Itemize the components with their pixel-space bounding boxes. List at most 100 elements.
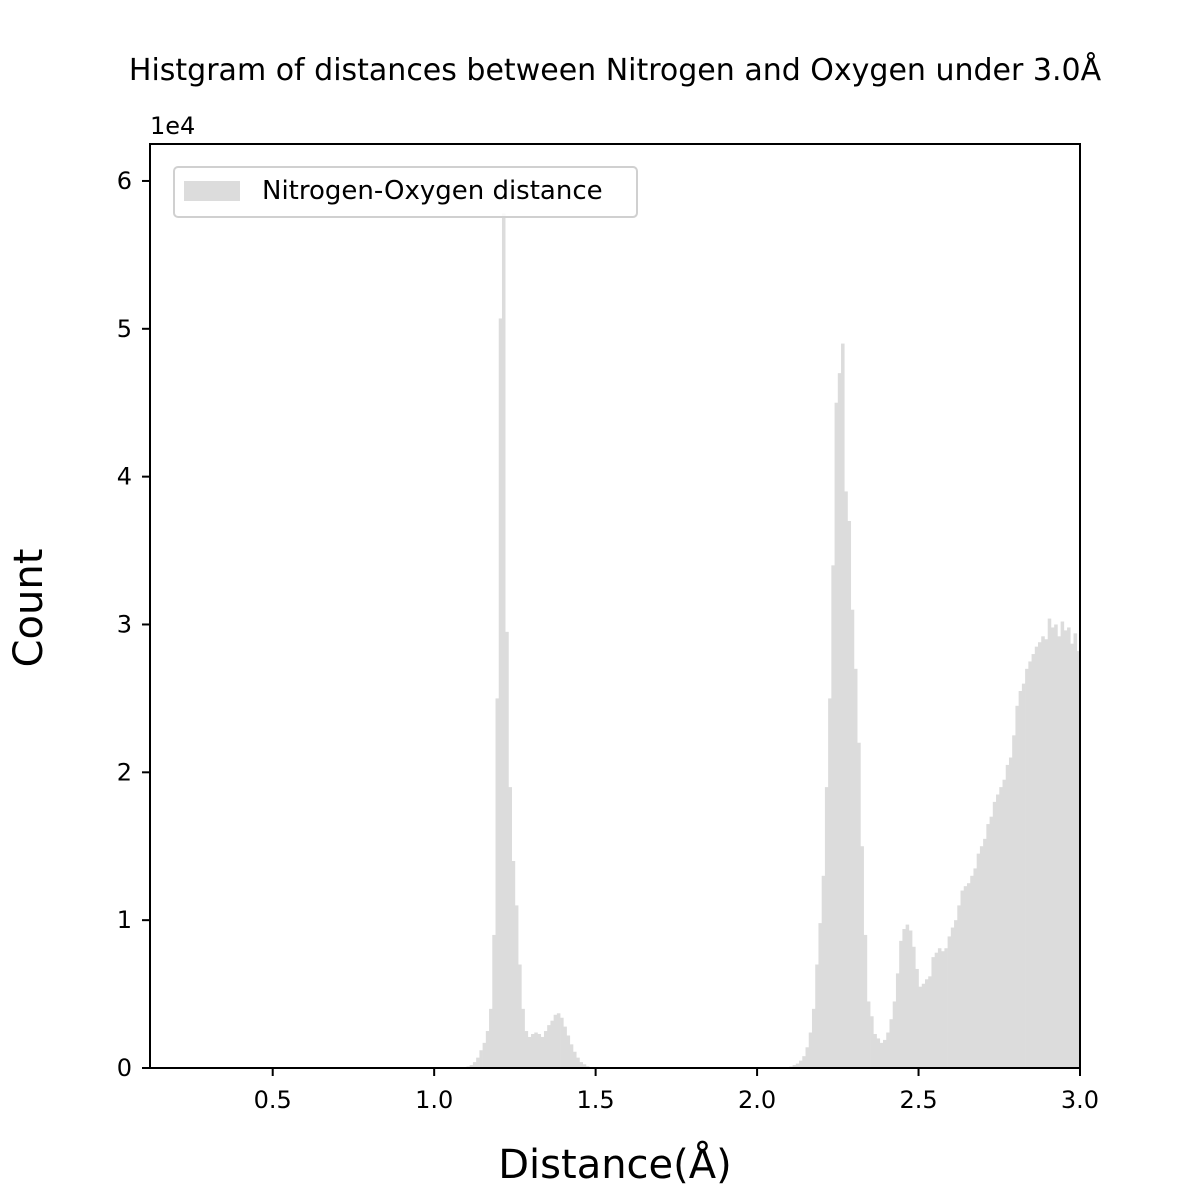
histogram-bar bbox=[573, 1051, 577, 1068]
histogram-bar bbox=[582, 1064, 587, 1068]
histogram-bar bbox=[824, 787, 829, 1068]
histogram-bar bbox=[472, 1062, 477, 1068]
x-tick-label: 1.5 bbox=[577, 1086, 615, 1114]
histogram-bar bbox=[1018, 691, 1023, 1068]
histogram-bar bbox=[818, 923, 822, 1068]
histogram-bar bbox=[860, 846, 864, 1068]
histogram-bar bbox=[912, 946, 916, 1068]
y-tick-label: 0 bbox=[117, 1054, 132, 1082]
histogram-bar bbox=[492, 934, 496, 1068]
histogram-bar bbox=[925, 979, 929, 1068]
histogram-bar bbox=[999, 787, 1003, 1068]
histogram-bar bbox=[1050, 627, 1055, 1068]
histogram-bar bbox=[899, 940, 903, 1068]
histogram-bar bbox=[1034, 646, 1039, 1068]
histogram-bar bbox=[821, 875, 826, 1068]
histogram-bar bbox=[963, 886, 968, 1068]
histogram-bar bbox=[921, 983, 926, 1068]
histogram-bar bbox=[563, 1026, 567, 1068]
histogram-bar bbox=[537, 1034, 542, 1068]
histogram-bar bbox=[531, 1034, 535, 1068]
histogram-bar bbox=[556, 1013, 561, 1068]
histogram-bar bbox=[569, 1044, 574, 1068]
x-tick-label: 2.5 bbox=[899, 1086, 937, 1114]
x-axis-ticks: 0.5 1.0 1.5 2.0 2.5 3.0 bbox=[254, 1068, 1099, 1114]
histogram-bar bbox=[831, 565, 835, 1068]
histogram-bar bbox=[808, 1032, 813, 1068]
histogram-bar bbox=[853, 668, 858, 1068]
histogram-bar bbox=[508, 787, 512, 1068]
histogram-bar bbox=[992, 801, 997, 1068]
histogram-bar bbox=[579, 1062, 584, 1068]
histogram-bar bbox=[944, 948, 948, 1068]
histogram-bar bbox=[902, 929, 906, 1068]
histogram-bar bbox=[905, 924, 910, 1068]
histogram-bar bbox=[479, 1050, 483, 1068]
histogram-bar bbox=[553, 1014, 558, 1068]
histogram-bar bbox=[989, 816, 994, 1068]
histogram-bar bbox=[1070, 643, 1074, 1068]
histogram-bar bbox=[1054, 624, 1058, 1068]
histogram-bar bbox=[876, 1038, 881, 1068]
histogram-bar bbox=[489, 1008, 493, 1068]
x-tick-label: 0.5 bbox=[254, 1086, 292, 1114]
histogram-bar bbox=[1047, 618, 1052, 1068]
histogram-bar bbox=[934, 952, 939, 1068]
y-tick-label: 2 bbox=[117, 758, 132, 786]
histogram-bar bbox=[886, 1032, 890, 1068]
x-tick-label: 2.0 bbox=[738, 1086, 776, 1114]
x-tick-label: 3.0 bbox=[1061, 1086, 1099, 1114]
histogram-bar bbox=[511, 861, 516, 1068]
y-axis-label: Count bbox=[6, 549, 52, 668]
histogram-bar bbox=[560, 1017, 564, 1068]
y-tick-label: 6 bbox=[117, 167, 132, 195]
histogram-bar bbox=[879, 1042, 884, 1068]
histogram-bar bbox=[1012, 735, 1016, 1068]
histogram-bar bbox=[482, 1042, 487, 1068]
histogram-bar bbox=[883, 1039, 887, 1068]
x-axis-label: Distance(Å) bbox=[498, 1140, 731, 1188]
histogram-bar bbox=[498, 318, 503, 1068]
histogram-bar bbox=[802, 1056, 806, 1068]
histogram-bar bbox=[937, 948, 942, 1068]
histogram-bar bbox=[1057, 636, 1061, 1068]
histogram-bar bbox=[892, 1001, 897, 1068]
histogram-bar bbox=[514, 905, 519, 1068]
histogram-bar bbox=[947, 936, 952, 1068]
histogram-bar bbox=[979, 846, 984, 1068]
histogram-bar bbox=[1044, 639, 1049, 1068]
histogram-bar bbox=[928, 976, 932, 1068]
histogram-bar bbox=[844, 491, 848, 1068]
histogram-bars bbox=[466, 213, 1081, 1069]
histogram-bar bbox=[811, 1008, 816, 1068]
histogram-bar bbox=[976, 853, 981, 1068]
histogram-bar bbox=[1015, 705, 1019, 1068]
histogram-bar bbox=[1063, 630, 1068, 1068]
histogram-bar bbox=[540, 1036, 545, 1068]
histogram-bar bbox=[1041, 636, 1045, 1068]
histogram-bar bbox=[983, 838, 987, 1068]
histogram-bar bbox=[966, 883, 971, 1068]
x-tick-label: 1.0 bbox=[415, 1086, 453, 1114]
histogram-bar bbox=[1002, 779, 1007, 1068]
histogram-bar bbox=[1008, 757, 1013, 1068]
histogram-bar bbox=[805, 1047, 810, 1068]
histogram-bar bbox=[970, 875, 974, 1068]
legend: Nitrogen-Oxygen distance bbox=[173, 166, 638, 218]
histogram-bar bbox=[863, 934, 868, 1068]
histogram-bar bbox=[550, 1020, 554, 1068]
legend-box bbox=[173, 166, 638, 218]
histogram-bar bbox=[1031, 654, 1036, 1068]
histogram-bar bbox=[834, 402, 839, 1069]
histogram-bar bbox=[1067, 627, 1071, 1068]
histogram-bar bbox=[476, 1057, 480, 1068]
histogram-bar bbox=[954, 920, 958, 1068]
y-axis-ticks: 0 1 2 3 4 5 6 bbox=[117, 167, 150, 1082]
histogram-bar bbox=[1060, 621, 1065, 1068]
histogram-bar bbox=[521, 1008, 525, 1068]
histogram-bar bbox=[799, 1060, 803, 1068]
histogram-bar bbox=[792, 1065, 797, 1068]
histogram-bar bbox=[1073, 633, 1078, 1068]
histogram-bar bbox=[495, 698, 500, 1068]
